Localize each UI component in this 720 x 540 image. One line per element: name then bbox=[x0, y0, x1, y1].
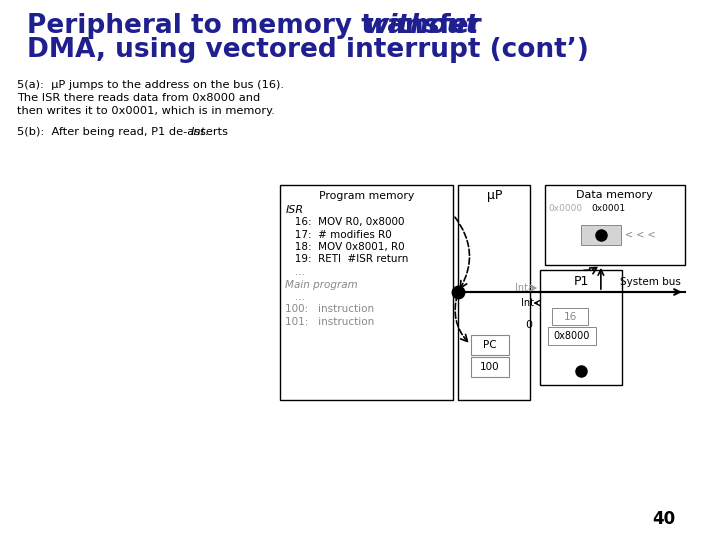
Text: 19:  RETI  #ISR return: 19: RETI #ISR return bbox=[286, 254, 409, 265]
Text: P1: P1 bbox=[573, 275, 589, 288]
Text: System bus: System bus bbox=[620, 277, 681, 287]
Bar bbox=[580, 225, 621, 245]
Text: 0x8000: 0x8000 bbox=[554, 331, 590, 341]
Text: DMA, using vectored interrupt (cont’): DMA, using vectored interrupt (cont’) bbox=[27, 37, 589, 63]
Bar bbox=[545, 185, 685, 265]
Text: Inta: Inta bbox=[516, 283, 534, 293]
Text: The ISR there reads data from 0x8000 and: The ISR there reads data from 0x8000 and bbox=[17, 93, 261, 103]
Text: 0x0000: 0x0000 bbox=[549, 204, 583, 213]
Text: without: without bbox=[364, 13, 479, 39]
Text: Int.: Int. bbox=[190, 127, 209, 137]
Text: 18:  MOV 0x8001, R0: 18: MOV 0x8001, R0 bbox=[286, 242, 405, 252]
Text: 5(b):  After being read, P1 de-asserts: 5(b): After being read, P1 de-asserts bbox=[17, 127, 232, 137]
Text: 16: 16 bbox=[563, 312, 577, 321]
Text: < < <: < < < bbox=[625, 230, 656, 240]
Text: 17:  # modifies R0: 17: # modifies R0 bbox=[286, 230, 392, 240]
Text: ISR: ISR bbox=[286, 205, 304, 215]
Bar bbox=[540, 270, 622, 385]
FancyArrowPatch shape bbox=[455, 295, 467, 342]
Text: 0x0001: 0x0001 bbox=[591, 204, 626, 213]
Bar bbox=[548, 327, 596, 345]
Text: 0: 0 bbox=[526, 320, 532, 330]
Text: Peripheral to memory transfer: Peripheral to memory transfer bbox=[27, 13, 491, 39]
Text: Data memory: Data memory bbox=[577, 190, 653, 200]
Text: ...: ... bbox=[286, 267, 305, 277]
Bar bbox=[471, 335, 509, 355]
Text: then writes it to 0x0001, which is in memory.: then writes it to 0x0001, which is in me… bbox=[17, 106, 275, 116]
FancyArrowPatch shape bbox=[455, 217, 469, 288]
Bar bbox=[552, 308, 588, 325]
Text: Int: Int bbox=[521, 298, 534, 308]
Text: 5(a):  μP jumps to the address on the bus (16).: 5(a): μP jumps to the address on the bus… bbox=[17, 80, 284, 90]
Text: Program memory: Program memory bbox=[319, 191, 414, 201]
Text: μP: μP bbox=[487, 189, 502, 202]
Bar bbox=[458, 185, 531, 400]
Text: PC: PC bbox=[483, 340, 497, 350]
FancyArrowPatch shape bbox=[584, 267, 597, 274]
Bar bbox=[279, 185, 454, 400]
Text: 100: 100 bbox=[480, 362, 500, 372]
Text: 100:   instruction: 100: instruction bbox=[286, 305, 374, 314]
Text: 40: 40 bbox=[652, 510, 675, 528]
Text: ...: ... bbox=[286, 292, 305, 302]
Text: 101:   instruction: 101: instruction bbox=[286, 317, 374, 327]
Text: Main program: Main program bbox=[286, 280, 359, 289]
Bar bbox=[471, 357, 509, 377]
Text: 16:  MOV R0, 0x8000: 16: MOV R0, 0x8000 bbox=[286, 217, 405, 227]
